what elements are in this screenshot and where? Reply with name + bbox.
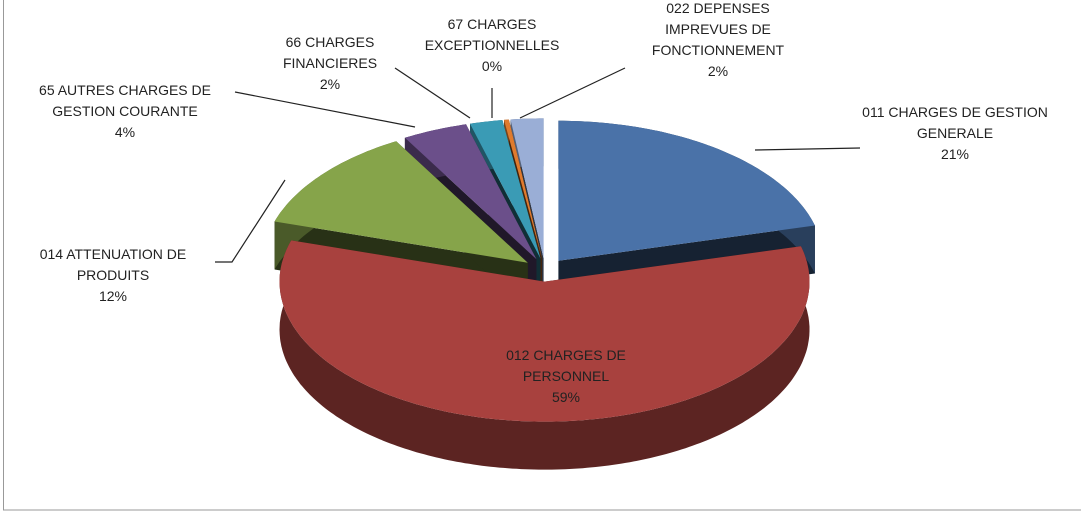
slice [404, 124, 537, 260]
slice [470, 120, 541, 259]
value-label: 12% [98, 288, 128, 304]
slice [274, 141, 528, 263]
slice-side [279, 240, 810, 470]
value-label: 4% [114, 124, 136, 140]
data-label: 012 CHARGES DE PERSONNEL 59% [481, 345, 651, 408]
data-label: 022 DEPENSES IMPREVUES DE FONCTIONNEMENT… [631, 0, 806, 82]
leader-line [394, 67, 471, 119]
category-label: 014 ATTENUATION DE PRODUITS [39, 246, 187, 283]
category-label: 012 CHARGES DE PERSONNEL [506, 347, 626, 384]
data-label: 014 ATTENUATION DE PRODUITS 12% [8, 244, 218, 307]
category-label: 66 CHARGES FINANCIERES [282, 34, 378, 71]
data-label: 66 CHARGES FINANCIERES 2% [265, 32, 395, 95]
category-label: 011 CHARGES DE GESTION GENERALE [862, 104, 1048, 141]
slice [504, 119, 542, 259]
leader-line [234, 91, 416, 128]
value-label: 2% [707, 63, 729, 79]
data-label: 65 AUTRES CHARGES DE GESTION COURANTE 4% [13, 80, 238, 143]
value-label: 0% [481, 58, 503, 74]
leader-line [215, 179, 286, 263]
category-label: 67 CHARGES EXCEPTIONNELLES [424, 16, 560, 53]
frame [3, 0, 1081, 511]
value-label: 21% [940, 146, 970, 162]
slice [510, 118, 544, 259]
leader-line [519, 67, 626, 119]
category-label: 022 DEPENSES IMPREVUES DE FONCTIONNEMENT [651, 0, 785, 58]
slice [279, 240, 810, 422]
category-label: 65 AUTRES CHARGES DE GESTION COURANTE [39, 82, 211, 119]
data-label: 67 CHARGES EXCEPTIONNELLES 0% [417, 14, 567, 77]
leader-line [754, 147, 861, 151]
value-label: 2% [319, 76, 341, 92]
data-label: 011 CHARGES DE GESTION GENERALE 21% [860, 102, 1050, 165]
value-label: 59% [551, 389, 581, 405]
slice [558, 120, 815, 261]
